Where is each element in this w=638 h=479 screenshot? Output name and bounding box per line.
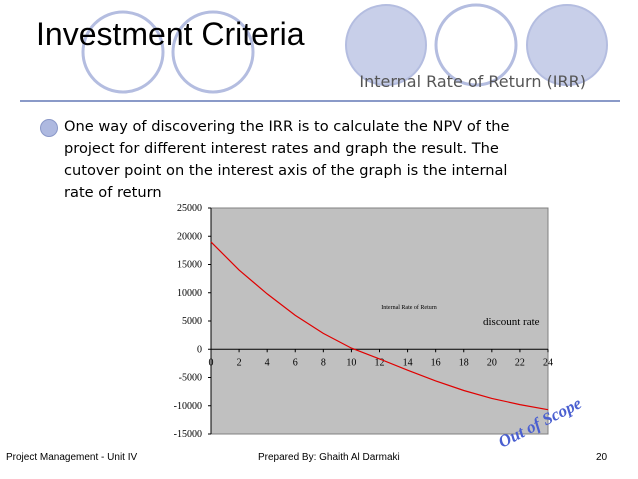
decor-circle	[81, 10, 165, 94]
x-tick-label: 6	[293, 357, 298, 368]
title-divider	[20, 100, 620, 102]
body-line: project for different interest rates and…	[64, 140, 499, 157]
stamp-text: Out of Scope	[495, 393, 585, 451]
x-tick-label: 12	[375, 357, 385, 368]
decor-circle	[526, 4, 608, 86]
x-tick-label: 8	[321, 357, 326, 368]
series-line	[210, 241, 549, 411]
x-tick-label: 18	[459, 357, 469, 368]
footer-page-number: 20	[596, 452, 608, 463]
x-tick-label: 0	[209, 357, 214, 368]
body-line: cutover point on the interest axis of th…	[64, 162, 508, 179]
plot-area	[210, 207, 549, 435]
y-tick-label: 0	[197, 344, 202, 355]
decor-circle	[434, 3, 518, 87]
x-tick-label: 22	[515, 357, 525, 368]
x-tick-label: 20	[487, 357, 497, 368]
chart-title: Internal Rate of Return	[381, 304, 436, 311]
body-text: One way of discovering the IRR is to cal…	[64, 116, 564, 204]
y-tick-label: 15000	[177, 260, 202, 271]
x-axis-label: discount rate	[483, 316, 540, 328]
y-tick-label: 5000	[182, 316, 202, 327]
y-tick-label: 10000	[177, 288, 202, 299]
decor-circle	[345, 4, 427, 86]
decor-circle	[171, 10, 255, 94]
x-tick-label: 14	[403, 357, 413, 368]
slide-subtitle: Internal Rate of Return (IRR)	[359, 72, 586, 91]
y-tick-label: 20000	[177, 231, 202, 242]
y-tick-label: 25000	[177, 203, 202, 214]
bullet-icon	[40, 119, 58, 137]
y-tick-label: -15000	[174, 429, 202, 440]
y-tick-label: -10000	[174, 401, 202, 412]
footer-left: Project Management - Unit IV	[6, 452, 138, 463]
body-line: rate of return	[64, 184, 162, 201]
body-line: One way of discovering the IRR is to cal…	[64, 118, 510, 135]
footer-center: Prepared By: Ghaith Al Darmaki	[258, 452, 400, 463]
x-tick-label: 4	[265, 357, 270, 368]
x-tick-label: 10	[346, 357, 356, 368]
x-tick-label: 24	[543, 357, 553, 368]
x-tick-label: 2	[237, 357, 242, 368]
y-tick-label: -5000	[179, 373, 202, 384]
slide-title: Investment Criteria	[36, 16, 305, 52]
x-tick-label: 16	[431, 357, 441, 368]
